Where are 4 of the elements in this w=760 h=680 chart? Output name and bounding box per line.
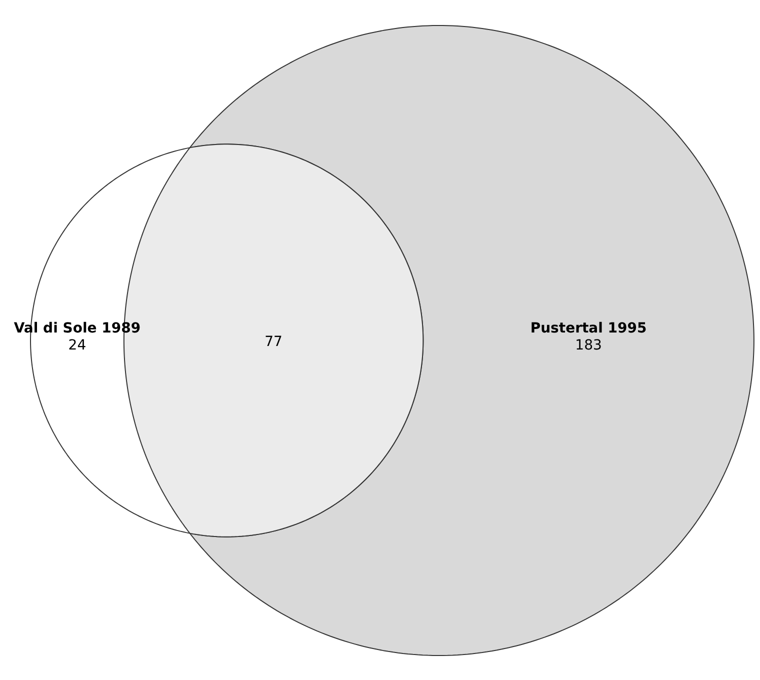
data-label: 24	[68, 338, 86, 354]
category-label: Pustertal 1995	[530, 320, 647, 336]
data-label: 77	[264, 334, 282, 350]
data-label: 183	[575, 338, 602, 354]
